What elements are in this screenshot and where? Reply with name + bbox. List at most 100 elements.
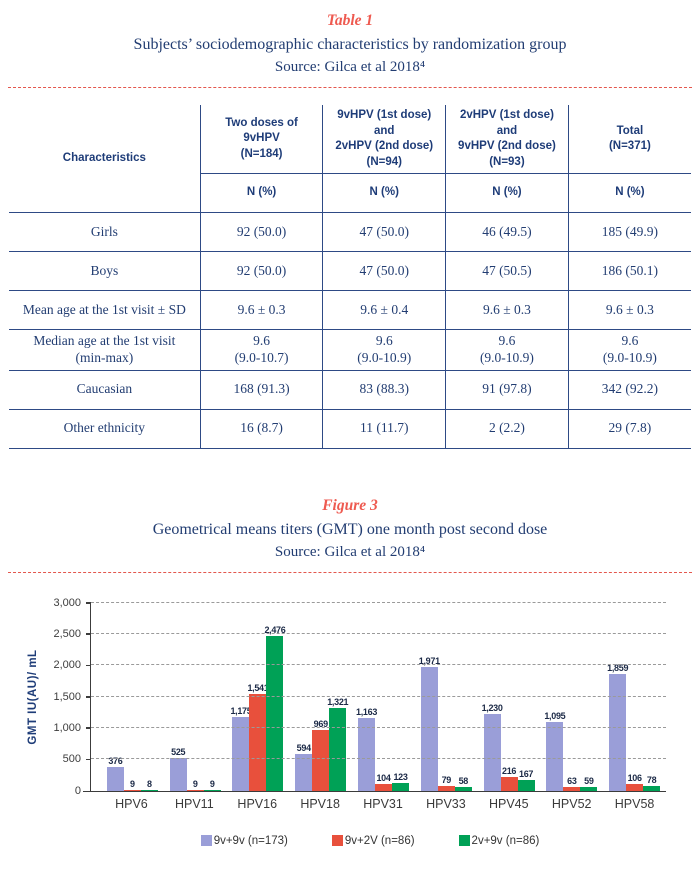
row-label: Caucasian bbox=[9, 369, 201, 410]
bar-hpv45 bbox=[483, 713, 501, 791]
bar-group-hpv11: 525 9 9 bbox=[164, 747, 227, 791]
bar-hpv58 bbox=[609, 674, 627, 791]
row-value: 2 (2.2) bbox=[445, 408, 569, 449]
figure-title: Geometrical means titers (GMT) one month… bbox=[152, 520, 548, 538]
bar-wrap: 9 bbox=[203, 780, 221, 791]
bar-value-label: 1,230 bbox=[481, 702, 503, 713]
demographics-table-head: Characteristics Two doses of 9vHPV (N=18… bbox=[9, 105, 691, 214]
col-header-characteristics: Characteristics bbox=[9, 105, 201, 214]
bar-hpv31 bbox=[375, 784, 393, 791]
bar-wrap: 216 bbox=[500, 767, 518, 791]
y-axis-tick bbox=[86, 727, 91, 729]
legend-item: 2v+9v (n=86) bbox=[458, 834, 540, 847]
bar-hpv6 bbox=[106, 767, 124, 791]
bar-wrap: 376 bbox=[106, 757, 124, 791]
legend-swatch bbox=[331, 835, 343, 847]
bar-wrap: 79 bbox=[437, 775, 455, 791]
bar-value-label: 1,175 bbox=[230, 706, 252, 717]
y-axis-tick bbox=[86, 758, 91, 761]
bar-group-hpv31: 1,163 104 123 bbox=[352, 707, 415, 791]
bar-wrap: 8 bbox=[140, 780, 158, 791]
y-axis-tick-label: 3,000 bbox=[53, 596, 81, 609]
y-axis-tick-label: 2,000 bbox=[53, 659, 81, 672]
bar-wrap: 123 bbox=[392, 773, 410, 791]
col-header-total: Total (N=371) bbox=[567, 105, 691, 175]
bar-hpv58 bbox=[626, 784, 644, 791]
row-label: Mean age at the 1st visit ± SD bbox=[9, 290, 201, 331]
table-tag: Table 1 bbox=[326, 12, 374, 29]
bar-hpv6 bbox=[123, 790, 141, 791]
chart-legend: 9v+9v (n=173) 9v+2V (n=86) 2v+9v (n=86) bbox=[74, 835, 666, 847]
dashed-separator-figure bbox=[8, 571, 692, 573]
bar-groups: 376 9 8 525 9 9 1,175 1,541 2,476 594 969 1,321 1,16… bbox=[91, 603, 666, 791]
demographics-table-body: Girls 92 (50.0) 47 (50.0) 46 (49.5) 185 (49.… bbox=[9, 212, 691, 449]
bar-hpv58 bbox=[643, 785, 661, 791]
figure-tag: Figure 3 bbox=[322, 496, 378, 514]
bar-group-hpv18: 594 969 1,321 bbox=[289, 698, 352, 791]
row-value: 47 (50.0) bbox=[322, 251, 447, 292]
bar-hpv33 bbox=[420, 667, 438, 791]
bar-wrap: 1,163 bbox=[356, 707, 377, 791]
bar-wrap: 63 bbox=[563, 775, 581, 791]
gmt-bar-chart: GMT IU(AU)/ mL 0 500 1,000 1,500 2,000 2,500 3… bbox=[22, 597, 666, 847]
x-axis-label-hpv33: HPV33 bbox=[426, 796, 466, 811]
bar-wrap: 2,476 bbox=[264, 624, 286, 791]
row-value: 46 (49.5) bbox=[445, 212, 569, 253]
x-axis-label-hpv58: HPV58 bbox=[614, 796, 655, 811]
chart-plot-row: GMT IU(AU)/ mL 0 500 1,000 1,500 2,000 2,500 3… bbox=[22, 597, 666, 797]
report-page: Table 1 Subjects’ sociodemographic chara… bbox=[8, 12, 692, 847]
row-value: 47 (50.0) bbox=[322, 212, 447, 253]
legend-label: 2v+9v (n=86) bbox=[471, 834, 540, 847]
bar-value-label: 58 bbox=[458, 776, 469, 787]
table-row: Girls 92 (50.0) 47 (50.0) 46 (49.5) 185 (49.… bbox=[9, 212, 691, 253]
row-value: 16 (8.7) bbox=[199, 408, 324, 449]
table-title: Subjects’ sociodemographic characteristi… bbox=[133, 36, 567, 53]
bar-wrap: 78 bbox=[643, 775, 661, 791]
dashed-separator-top bbox=[8, 87, 692, 88]
row-value: 92 (50.0) bbox=[199, 251, 324, 292]
bar-hpv45 bbox=[500, 777, 518, 791]
x-axis-label-hpv11: HPV11 bbox=[174, 796, 214, 811]
bar-group-hpv58: 1,859 106 78 bbox=[603, 663, 666, 791]
bar-wrap: 167 bbox=[517, 770, 535, 791]
row-value: 168 (91.3) bbox=[199, 369, 324, 410]
bar-hpv31 bbox=[358, 717, 376, 791]
row-value: 9.6 ± 0.3 bbox=[567, 290, 691, 331]
bar-hpv6 bbox=[140, 790, 158, 791]
y-axis-tick-labels: 0 500 1,000 1,500 2,000 2,500 3,000 bbox=[44, 597, 90, 797]
y-axis-tick-label: 500 bbox=[62, 753, 81, 766]
bar-hpv31 bbox=[392, 783, 410, 791]
bar-wrap: 58 bbox=[454, 776, 472, 791]
bar-value-label: 1,095 bbox=[544, 711, 566, 722]
bar-hpv16 bbox=[232, 717, 250, 791]
row-value: 9.6 ± 0.3 bbox=[445, 290, 569, 331]
row-value: 83 (88.3) bbox=[322, 369, 447, 410]
bar-group-hpv52: 1,095 63 59 bbox=[540, 712, 603, 791]
bar-value-label: 2,476 bbox=[264, 624, 286, 635]
table-row: Caucasian 168 (91.3) 83 (88.3) 91 (97.8) 342… bbox=[9, 369, 691, 410]
bar-hpv11 bbox=[186, 790, 204, 791]
bar-value-label: 1,859 bbox=[607, 663, 629, 674]
bar-value-label: 9 bbox=[192, 779, 198, 790]
legend-label: 9v+9v (n=173) bbox=[213, 834, 288, 847]
x-axis-label-hpv6: HPV6 bbox=[115, 796, 148, 811]
figure-source: Source: Gilca et al 2018⁴ bbox=[274, 543, 426, 560]
row-label: Median age at the 1st visit (min-max) bbox=[9, 329, 201, 371]
bar-wrap: 9 bbox=[186, 779, 204, 791]
subheader-n-pct-2: N (%) bbox=[322, 173, 447, 214]
row-value: 9.6 (9.0-10.9) bbox=[322, 329, 447, 371]
bar-value-label: 63 bbox=[567, 775, 577, 786]
y-axis-tick-label: 2,500 bbox=[53, 628, 81, 641]
bar-hpv11 bbox=[169, 757, 187, 791]
bar-hpv52 bbox=[546, 722, 564, 791]
y-axis-tick-label: 1,000 bbox=[53, 722, 81, 735]
legend-item: 9v+2V (n=86) bbox=[331, 834, 415, 847]
table-row: Boys 92 (50.0) 47 (50.0) 47 (50.5) 186 (50.1… bbox=[9, 251, 691, 292]
y-axis-tick bbox=[86, 696, 91, 698]
bar-wrap: 1,175 bbox=[230, 706, 252, 791]
bar-group-hpv45: 1,230 216 167 bbox=[478, 702, 541, 791]
bar-wrap: 59 bbox=[580, 777, 598, 791]
row-value: 11 (11.7) bbox=[322, 408, 447, 449]
x-axis-label-hpv31: HPV31 bbox=[363, 796, 403, 811]
legend-label: 9v+2V (n=86) bbox=[344, 834, 415, 847]
